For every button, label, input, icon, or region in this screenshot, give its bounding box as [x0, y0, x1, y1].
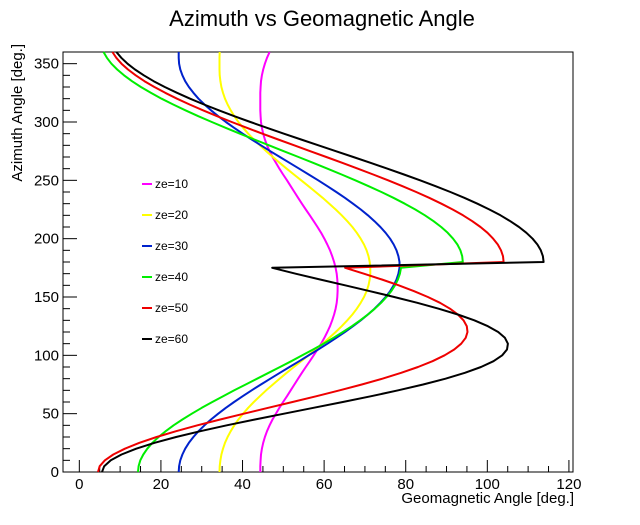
series-lines [97, 51, 545, 473]
y-tick-label: 50 [42, 406, 59, 423]
x-tick-label: 100 [475, 476, 500, 493]
legend-label: ze=50 [155, 301, 188, 315]
x-tick-label: 120 [556, 476, 581, 493]
x-tick-label: 60 [316, 476, 333, 493]
legend-label: ze=30 [155, 239, 188, 253]
series-line-ze=60 [101, 51, 545, 473]
x-tick-label: 40 [234, 476, 251, 493]
y-tick-label: 350 [34, 56, 59, 73]
legend-label: ze=60 [155, 332, 188, 346]
x-tick-label: 0 [75, 476, 83, 493]
legend-label: ze=40 [155, 270, 188, 284]
chart-title: Azimuth vs Geomagnetic Angle [169, 6, 475, 31]
axis-ticks: 0 20 40 60 80 100 120 0 50 100 150 200 250 300 350 [34, 51, 581, 493]
legend: ze=10 ze=20 ze=30 ze=40 ze=50 ze=60 [142, 177, 188, 346]
y-tick-label: 0 [51, 464, 59, 481]
series-line-ze=20 [218, 51, 372, 473]
y-axis-label: Azimuth Angle [deg.] [9, 44, 26, 182]
x-tick-label: 20 [153, 476, 170, 493]
x-tick-label: 80 [397, 476, 414, 493]
series-line-ze=30 [177, 52, 401, 473]
series-line-ze=10 [259, 51, 339, 472]
y-tick-label: 250 [34, 172, 59, 189]
series-line-ze=50 [97, 51, 505, 473]
legend-label: ze=20 [155, 208, 188, 222]
y-tick-label: 300 [34, 114, 59, 131]
y-tick-label: 150 [34, 289, 59, 306]
x-axis-label: Geomagnetic Angle [deg.] [401, 490, 574, 507]
y-tick-label: 200 [34, 231, 59, 248]
y-tick-label: 100 [34, 347, 59, 364]
legend-label: ze=10 [155, 177, 188, 191]
series-line-ze=40 [102, 51, 464, 473]
